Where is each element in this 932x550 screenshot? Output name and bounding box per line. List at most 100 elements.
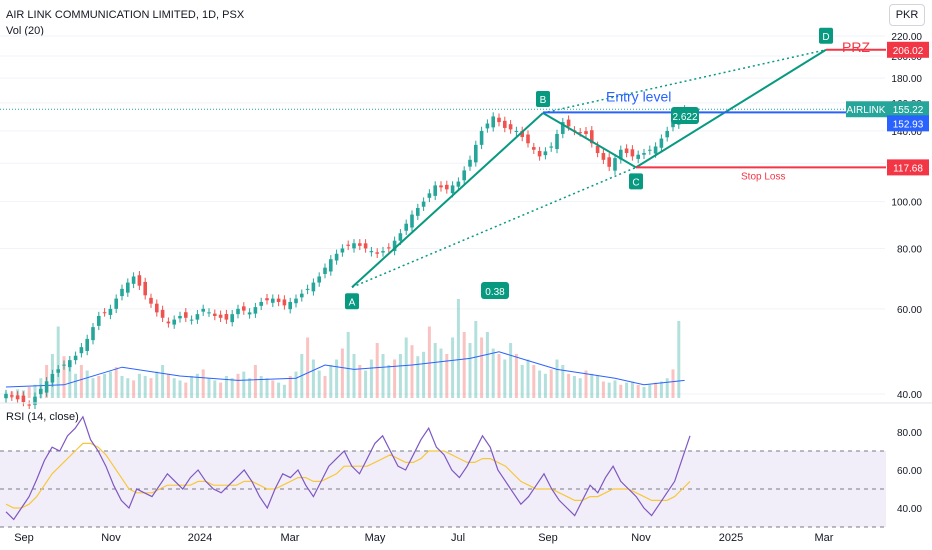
prz-price-tag-bg (887, 41, 929, 58)
volume-bar (665, 378, 669, 398)
candle-body (404, 223, 408, 231)
volume-bar (410, 345, 414, 398)
volume-bar (242, 371, 246, 398)
candle-body (642, 153, 646, 155)
volume-bar (132, 380, 136, 398)
volume-bar (555, 359, 559, 398)
volume-bar (532, 365, 536, 398)
point-label-b[interactable]: B (540, 95, 547, 106)
volume-bar (207, 378, 211, 398)
pattern-leg-cd[interactable] (635, 48, 827, 169)
volume-bar (567, 373, 571, 398)
volume-bar (393, 359, 397, 398)
last-price-tag[interactable]: 155.22 (893, 105, 924, 116)
candle-body (305, 288, 310, 290)
price-axis-tick: 60.00 (897, 305, 922, 316)
candle-body (155, 303, 159, 313)
candle-body (566, 119, 571, 127)
volume-bar (480, 337, 484, 398)
candle-body (247, 312, 252, 315)
volume-bar (404, 337, 408, 398)
volume-bar (294, 371, 298, 398)
time-axis-tick: 2025 (719, 532, 743, 544)
candle-body (143, 281, 147, 296)
point-label-d[interactable]: D (822, 32, 829, 43)
candle-body (445, 184, 449, 190)
pattern-leg-ab[interactable] (351, 112, 544, 288)
volume-bar (538, 370, 542, 398)
symbol-title[interactable]: AIR LINK COMMUNICATION LIMITED, 1D, PSX (6, 9, 245, 21)
volume-bar (462, 332, 466, 398)
point-label-c[interactable]: C (632, 177, 639, 188)
volume-bar (248, 378, 252, 398)
candle-body (294, 298, 298, 304)
ratio-label-bd: 2.622 (672, 112, 697, 123)
volume-bar (561, 365, 565, 398)
candle-body (416, 207, 420, 216)
volume-bar (485, 332, 489, 398)
stop-loss-price-tag-bg (887, 159, 929, 176)
volume-bar (126, 378, 130, 398)
rsi-axis-tick: 60.00 (897, 466, 922, 477)
rsi-line (5, 415, 691, 521)
volume-bar (520, 365, 524, 398)
candle-body (433, 185, 437, 196)
candle-body (224, 314, 229, 320)
candle-body (578, 132, 582, 134)
candle-body (213, 313, 217, 316)
volume-bar (271, 380, 275, 398)
prz-price-tag[interactable]: 206.02 (893, 46, 924, 57)
volume-bar (108, 371, 112, 398)
currency-button[interactable]: PKR (889, 4, 925, 26)
candle-body (323, 267, 327, 274)
rsi-axis-tick: 80.00 (897, 428, 922, 439)
volume-bar (97, 376, 101, 398)
volume-bar (166, 373, 170, 398)
volume-bar (317, 370, 321, 398)
candle-body (276, 298, 281, 302)
candle-body (474, 144, 478, 163)
volume-bar (590, 373, 594, 398)
volume-bar (439, 348, 443, 398)
pattern-ac-dotted (351, 166, 637, 288)
candle-body (363, 243, 368, 249)
volume-bar (451, 337, 455, 398)
stop-loss-price-tag[interactable]: 117.68 (893, 163, 923, 174)
time-axis-tick: Jul (451, 532, 465, 544)
volume-bar (422, 351, 426, 398)
price-axis-tick: 100.00 (891, 198, 922, 209)
candle-body (253, 307, 258, 314)
point-label-c-bg (629, 173, 643, 190)
candle-body (114, 298, 118, 309)
candle-body (39, 388, 43, 395)
volume-bar (184, 382, 188, 398)
candle-body (97, 315, 101, 326)
candle-body (288, 301, 292, 310)
volume-indicator-label[interactable]: Vol (20) (6, 25, 44, 37)
volume-bar (236, 373, 240, 398)
volume-bar (543, 373, 547, 398)
candle-body (10, 395, 14, 397)
entry-price-tag-bg (887, 115, 929, 132)
entry-price-tag[interactable]: 152.93 (893, 119, 924, 130)
price-axis-tick: 140.00 (891, 127, 922, 138)
point-label-a-bg (345, 293, 359, 310)
candle-body (485, 123, 490, 129)
volume-bar (335, 359, 339, 398)
candle-body (381, 251, 385, 253)
candle-body (601, 153, 606, 160)
point-label-a[interactable]: A (349, 297, 356, 308)
rsi-indicator-label[interactable]: RSI (14, close) (6, 411, 79, 423)
volume-bar (613, 380, 617, 398)
volume-bar (149, 378, 153, 398)
volume-bar (311, 359, 315, 398)
candle-body (468, 159, 472, 167)
pattern-leg-bc[interactable] (542, 112, 637, 169)
candle-body (671, 122, 675, 128)
price-axis-tick: 80.00 (897, 244, 922, 255)
volume-bar (596, 376, 600, 398)
volume-bar (433, 343, 437, 398)
volume-bar (427, 326, 431, 398)
